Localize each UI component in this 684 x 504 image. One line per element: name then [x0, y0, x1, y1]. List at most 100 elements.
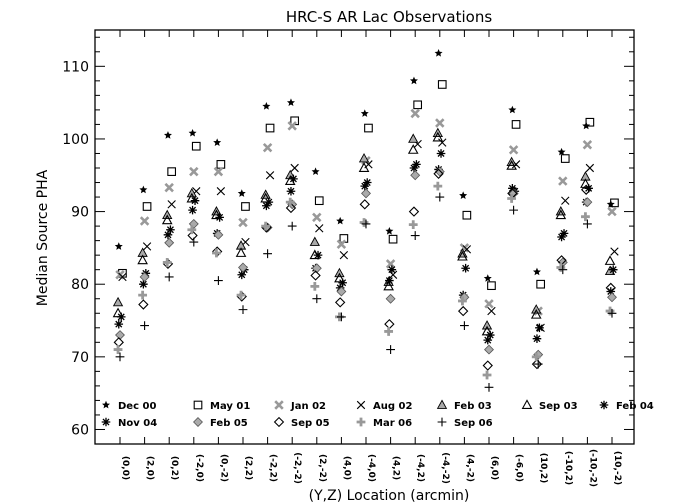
data-point [186, 192, 198, 203]
data-point [386, 345, 395, 354]
data-point [287, 221, 297, 231]
legend-label: Feb 03 [454, 401, 492, 412]
data-point [336, 239, 347, 249]
data-point [189, 237, 199, 247]
legend-label: Feb 04 [616, 401, 654, 412]
data-point [531, 358, 543, 370]
data-point [211, 209, 222, 220]
data-point [188, 128, 197, 137]
legend-label: May 01 [210, 401, 250, 412]
y-tick-label: 90 [71, 205, 89, 221]
data-point [561, 196, 570, 205]
data-point [265, 123, 275, 133]
data-point [286, 98, 295, 107]
data-point [457, 305, 469, 317]
data-point [408, 133, 419, 143]
y-tick-label: 100 [62, 132, 89, 148]
data-point [408, 220, 418, 230]
y-tick-label: 60 [71, 422, 89, 438]
data-point [483, 274, 492, 282]
data-point [115, 330, 125, 341]
data-point [285, 202, 297, 214]
data-point [407, 144, 419, 154]
data-point [290, 163, 299, 173]
data-point [163, 131, 172, 139]
data-point [312, 294, 322, 304]
data-point [138, 290, 148, 300]
data-point [339, 250, 349, 260]
series-5 [112, 131, 616, 336]
plot-frame [94, 29, 635, 445]
data-point [434, 49, 443, 57]
data-point [164, 182, 174, 193]
series-11 [115, 192, 617, 392]
data-point [388, 270, 398, 279]
data-point [359, 199, 370, 210]
data-point [236, 290, 246, 300]
data-point [187, 230, 198, 241]
data-point [462, 210, 472, 220]
data-point [532, 334, 542, 343]
data-point [558, 176, 568, 186]
data-point [560, 154, 570, 163]
data-point [556, 263, 566, 272]
legend-marker [521, 399, 533, 409]
data-point [167, 167, 177, 176]
data-point [508, 105, 517, 114]
data-point [434, 166, 445, 177]
data-point [409, 163, 419, 173]
legend-marker [273, 416, 285, 428]
series-10 [113, 181, 615, 380]
data-point [605, 282, 616, 294]
data-point [607, 308, 617, 318]
data-point [238, 262, 248, 273]
legend-marker [356, 400, 366, 410]
data-point [557, 147, 566, 156]
data-point [241, 202, 250, 211]
data-point [337, 312, 346, 322]
x-tick-label: (2,2) [243, 456, 253, 480]
data-point [487, 306, 496, 316]
data-point [163, 230, 173, 240]
y-tick-label: 110 [62, 59, 89, 75]
data-point [511, 120, 521, 129]
data-point [409, 76, 418, 85]
data-point [215, 213, 224, 222]
data-point [191, 141, 201, 151]
data-point [384, 327, 394, 336]
data-point [604, 255, 616, 265]
x-tick-label: (4,0) [341, 456, 351, 480]
data-point [262, 102, 271, 110]
data-point [385, 226, 394, 235]
data-point [436, 149, 446, 158]
data-point [387, 265, 397, 274]
x-tick-label: (4,-2) [464, 454, 474, 482]
data-point [138, 299, 149, 310]
data-point [238, 305, 248, 315]
data-point [261, 221, 271, 231]
data-point [289, 174, 298, 184]
data-point [582, 197, 593, 208]
data-point [213, 138, 222, 146]
series-1 [118, 80, 619, 291]
data-point [364, 123, 373, 133]
data-point [580, 178, 591, 188]
y-tick-label: 80 [71, 277, 89, 293]
data-point [237, 189, 246, 197]
data-point [531, 352, 541, 362]
data-point [532, 267, 541, 276]
data-point [286, 186, 296, 196]
data-point [555, 209, 567, 220]
x-axis: (0,0) (2,0) (0,2) (-2,0) (0,-2) (2,2) (-2,2) (-… [119, 30, 622, 487]
data-point [580, 184, 592, 195]
data-point [315, 224, 324, 233]
legend-marker [356, 417, 366, 427]
data-point [142, 242, 152, 251]
data-point [164, 237, 175, 248]
data-point [336, 216, 345, 225]
data-point [187, 225, 197, 235]
legend-marker [436, 399, 448, 409]
data-point [263, 249, 272, 259]
data-point [507, 194, 517, 203]
data-point [313, 250, 323, 260]
